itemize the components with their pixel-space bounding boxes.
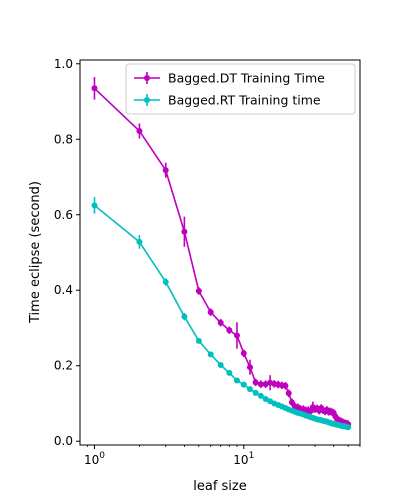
plot-frame bbox=[79, 59, 361, 446]
y-axis-ticks: 0.0 0.2 0.4 0.6 0.8 1.0 bbox=[54, 57, 80, 448]
y-tick-label: 0.6 bbox=[54, 208, 73, 222]
legend: Bagged.DT Training Time Bagged.RT Trainin… bbox=[125, 63, 356, 115]
x-tick-label-base: 10 bbox=[233, 453, 248, 467]
legend-label: Bagged.DT Training Time bbox=[168, 71, 325, 86]
data-point bbox=[207, 351, 214, 358]
data-point bbox=[285, 390, 292, 397]
x-tick-label-exponent: 1 bbox=[249, 451, 255, 461]
data-point bbox=[207, 309, 214, 316]
x-axis-label: leaf size bbox=[193, 479, 247, 494]
data-point bbox=[233, 377, 240, 384]
legend-marker bbox=[144, 75, 150, 81]
data-point bbox=[257, 392, 264, 399]
data-point bbox=[257, 381, 264, 388]
data-point bbox=[195, 337, 202, 344]
x-tick-label-base: 10 bbox=[84, 453, 99, 467]
x-tick-label-exponent: 0 bbox=[99, 451, 105, 461]
x-axis-ticks: 100 101 bbox=[84, 445, 361, 467]
legend-label: Bagged.RT Training time bbox=[168, 93, 321, 108]
data-point bbox=[262, 395, 269, 402]
data-point bbox=[162, 278, 169, 285]
data-point bbox=[91, 85, 98, 92]
data-point bbox=[195, 288, 202, 294]
y-axis-label: Time eclipse (second) bbox=[28, 181, 43, 324]
data-point bbox=[226, 369, 233, 376]
data-point bbox=[246, 364, 253, 371]
data-point bbox=[181, 313, 188, 320]
y-tick-label: 0.4 bbox=[54, 283, 73, 297]
data-point bbox=[136, 238, 143, 245]
series-layer bbox=[91, 76, 352, 431]
data-point bbox=[288, 399, 295, 406]
y-tick-label: 0.2 bbox=[54, 359, 73, 373]
data-point bbox=[91, 202, 98, 209]
data-point bbox=[252, 379, 259, 386]
data-point bbox=[240, 350, 247, 357]
y-tick-label: 1.0 bbox=[54, 57, 73, 71]
series-1 bbox=[91, 76, 352, 429]
data-point bbox=[181, 228, 188, 235]
series-2 bbox=[91, 197, 352, 431]
data-point bbox=[162, 167, 169, 174]
data-point bbox=[345, 424, 352, 431]
y-tick-label: 0.8 bbox=[54, 132, 73, 146]
plot-background bbox=[80, 60, 360, 445]
data-point bbox=[217, 319, 224, 326]
data-point bbox=[252, 389, 259, 396]
data-point bbox=[217, 361, 224, 368]
data-point bbox=[233, 332, 240, 339]
data-point bbox=[282, 382, 289, 389]
data-point bbox=[226, 327, 233, 334]
y-tick-label: 0.0 bbox=[54, 434, 73, 448]
legend-marker bbox=[144, 97, 150, 103]
legend-frame bbox=[125, 63, 356, 115]
data-point bbox=[240, 381, 247, 388]
data-point bbox=[136, 127, 143, 134]
x-tick-label: 100 bbox=[84, 451, 105, 467]
data-point bbox=[246, 386, 253, 393]
x-tick-label: 101 bbox=[233, 451, 254, 467]
